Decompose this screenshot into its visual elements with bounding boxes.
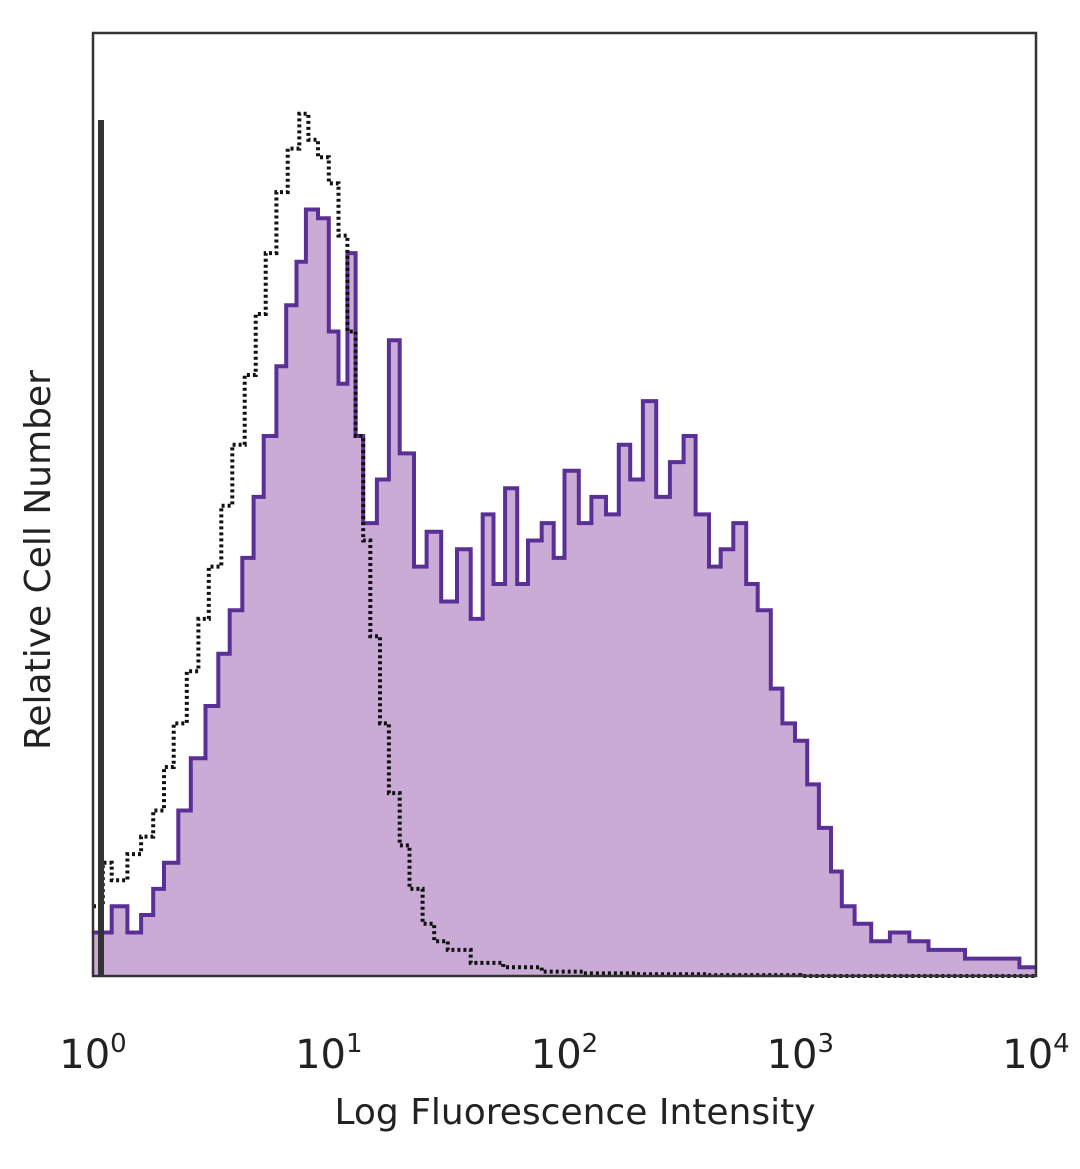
x-axis-title: Log Fluorescence Intensity — [334, 1092, 815, 1133]
x-tick-label-4: 104 — [1002, 1029, 1069, 1078]
x-tick-label-0: 100 — [59, 1029, 126, 1078]
y-axis-title: Relative Cell Number — [18, 370, 59, 750]
series-layer — [93, 111, 1036, 978]
plot-frame — [91, 31, 1038, 978]
x-tick-label-3: 103 — [767, 1029, 834, 1078]
x-tick-label-2: 102 — [531, 1029, 598, 1078]
series-line-1 — [93, 111, 1036, 978]
series-fill-0 — [93, 209, 1036, 976]
x-tick-label-1: 101 — [295, 1029, 362, 1078]
series-line-0 — [93, 207, 1036, 970]
x-tick-labels: 100 101 102 103 104 — [59, 1029, 1069, 1078]
